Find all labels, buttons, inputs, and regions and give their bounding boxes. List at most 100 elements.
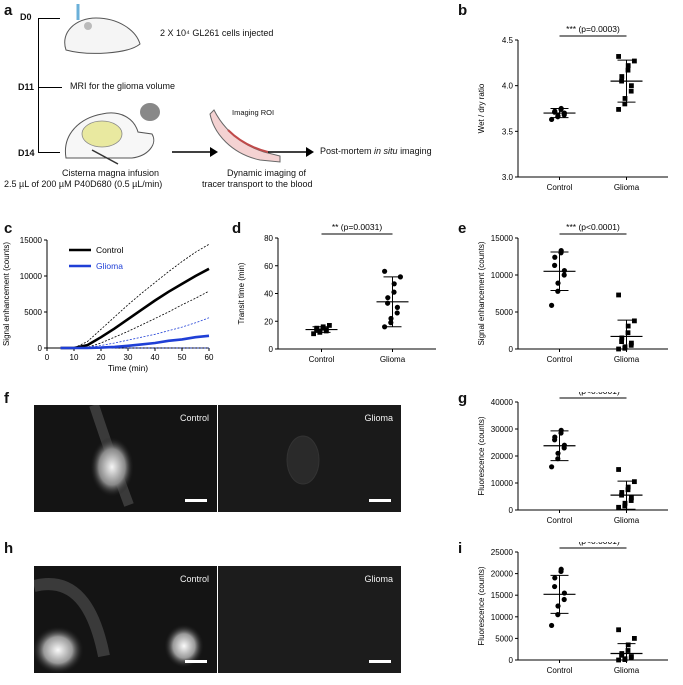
y-axis-label: Signal enhancement (counts): [2, 242, 11, 346]
image-f-control: Control: [34, 405, 217, 512]
mouse-infusion-icon: [64, 103, 160, 165]
data-point: [549, 464, 555, 470]
x-tick-label: Glioma: [614, 516, 640, 525]
panel-letter-f: f: [4, 390, 9, 407]
image-f-control-label: Control: [179, 413, 209, 423]
significance-label: *** (p<0.0001): [566, 542, 620, 546]
x-tick-label: 40: [151, 353, 160, 362]
panel-letter-i: i: [458, 540, 463, 557]
significance-label: *** (p<0.0001): [566, 392, 620, 396]
y-tick-label: 40: [264, 290, 273, 299]
data-point: [552, 254, 558, 260]
data-point: [616, 504, 621, 510]
data-point: [616, 54, 621, 59]
data-point: [628, 498, 634, 503]
y-tick-label: 10000: [491, 271, 514, 280]
data-point: [622, 503, 628, 509]
data-point: [616, 107, 621, 112]
y-tick-label: 0: [509, 656, 514, 665]
data-point: [616, 467, 621, 472]
data-point: [394, 310, 400, 316]
x-tick-label: Glioma: [614, 666, 640, 675]
timeline-d11: D11: [18, 82, 35, 92]
panel-letter-c: c: [4, 220, 13, 237]
y-tick-label: 10000: [20, 272, 43, 281]
data-point: [622, 656, 628, 662]
data-point: [552, 262, 558, 268]
x-tick-label: Control: [547, 183, 573, 192]
data-point: [632, 318, 637, 324]
cells-injected-text: 2 X 10⁴ GL261 cells injected: [160, 28, 274, 38]
chart-b: 3.0 3.5 4.0 4.5 Wet / dry ratio Control Glioma…: [477, 24, 668, 192]
data-point: [616, 292, 621, 298]
y-tick-label: 10000: [491, 479, 514, 488]
data-point: [394, 304, 400, 310]
series-upper-bound: [60, 317, 210, 349]
significance-label: ** (p=0.0031): [332, 222, 382, 232]
panel-letter-d: d: [232, 220, 242, 237]
infusion-detail: 2.5 µL of 200 µM P40D680 (0.5 µL/min): [4, 179, 163, 189]
data-point: [629, 340, 634, 346]
y-axis-label: Signal enhancement (counts): [477, 241, 486, 345]
y-axis-label: Fluorescence (counts): [477, 416, 486, 495]
x-tick-label: 0: [45, 353, 50, 362]
x-tick-label: Glioma: [380, 355, 406, 364]
data-point: [625, 330, 631, 336]
y-tick-label: 10000: [491, 613, 514, 622]
scale-bar: [369, 499, 391, 502]
data-point: [552, 575, 558, 581]
data-point: [625, 648, 631, 653]
significance-label: *** (p<0.0001): [566, 222, 620, 232]
y-tick-label: 0: [269, 345, 274, 354]
series-upper-bound: [60, 243, 210, 349]
data-point: [625, 642, 631, 648]
panel-letter-b: b: [458, 2, 468, 19]
data-point: [625, 484, 631, 490]
x-tick-label: Control: [547, 516, 573, 525]
data-point: [619, 490, 625, 495]
x-tick-label: Control: [547, 666, 573, 675]
y-tick-label: 20: [264, 317, 273, 326]
data-point: [558, 566, 564, 572]
data-point: [619, 339, 624, 344]
y-tick-label: 60: [264, 262, 273, 271]
data-point: [625, 487, 631, 493]
chart-i: 0 5000 10000 15000 20000 25000 Fluorescence (c…: [477, 542, 668, 675]
series-line: [60, 267, 210, 350]
panel-letter-a: a: [4, 2, 13, 19]
y-tick-label: 15000: [20, 236, 43, 245]
data-point: [629, 495, 634, 501]
series-line: [60, 334, 210, 350]
data-point: [552, 583, 558, 590]
x-tick-label: Glioma: [614, 355, 640, 364]
y-tick-label: 0: [509, 506, 514, 515]
y-tick-label: 3.0: [502, 173, 514, 182]
y-tick-label: 0: [509, 345, 514, 354]
panel-letter-h: h: [4, 540, 14, 557]
y-tick-label: 4.0: [502, 82, 514, 91]
x-tick-label: 60: [205, 353, 214, 362]
data-point: [549, 622, 555, 629]
legend-label: Control: [96, 245, 124, 255]
x-tick-label: Control: [309, 355, 335, 364]
data-point: [311, 331, 316, 337]
y-axis-label: Wet / dry ratio: [477, 83, 486, 133]
data-point: [616, 627, 621, 633]
x-tick-label: 30: [124, 353, 133, 362]
chart-g: 0 10000 20000 30000 40000 Fluorescence (count…: [477, 392, 668, 525]
scale-bar: [185, 499, 207, 502]
image-h-control-label: Control: [179, 574, 209, 584]
imaging-roi-label: Imaging ROI: [232, 108, 275, 117]
data-point: [622, 344, 628, 350]
y-tick-label: 30000: [491, 425, 514, 434]
timeline-d14: D14: [18, 148, 35, 158]
data-point: [382, 268, 388, 274]
x-tick-label: Glioma: [614, 183, 640, 192]
data-point: [632, 479, 637, 485]
y-tick-label: 5000: [24, 308, 42, 317]
significance-label: *** (p=0.0003): [566, 24, 620, 34]
mri-text: MRI for the glioma volume: [70, 81, 176, 91]
data-point: [561, 596, 567, 603]
data-point: [314, 325, 320, 331]
y-axis-label: Fluorescence (counts): [477, 566, 486, 645]
